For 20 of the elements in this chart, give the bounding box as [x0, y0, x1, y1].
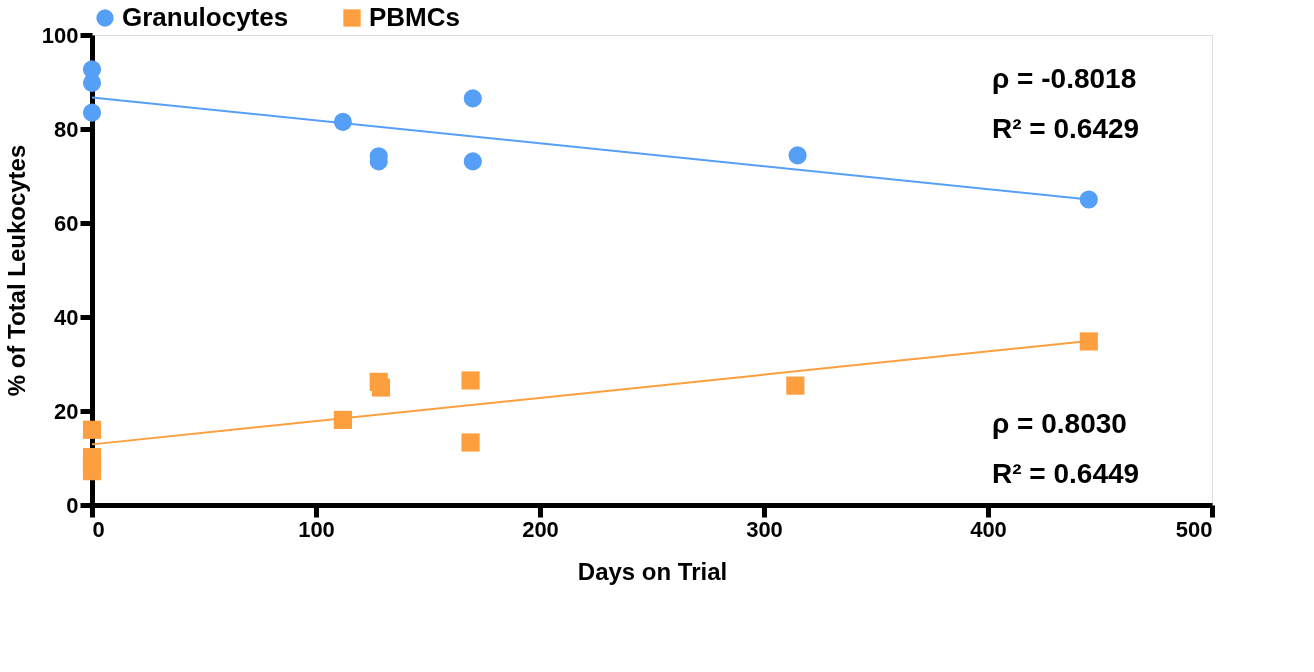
- x-tick-label: 100: [298, 516, 335, 542]
- y-tick-label: 40: [54, 304, 79, 330]
- annotation: R² = 0.6449: [992, 458, 1140, 489]
- annotation: R² = 0.6429: [992, 113, 1140, 144]
- y-tick-label: 100: [41, 22, 79, 48]
- y-tick-label: 80: [54, 116, 79, 142]
- y-axis-title: % of Total Leukocytes: [2, 144, 30, 397]
- annotation: ρ = -0.8018: [992, 63, 1137, 94]
- x-tick-label: 300: [746, 516, 783, 542]
- annotation: ρ = 0.8030: [992, 408, 1127, 439]
- x-tick-label: 0: [92, 516, 105, 542]
- x-tick-label: 200: [522, 516, 559, 542]
- x-tick-label: 500: [1175, 516, 1213, 542]
- y-tick-label: 20: [54, 398, 79, 424]
- x-axis-title: Days on Trial: [577, 557, 728, 585]
- x-tick-label: 400: [970, 516, 1007, 542]
- legend-label: PBMCs: [369, 2, 461, 32]
- legend-label: Granulocytes: [122, 2, 289, 32]
- y-tick-label: 60: [54, 210, 79, 236]
- y-tick-label: 0: [66, 492, 79, 518]
